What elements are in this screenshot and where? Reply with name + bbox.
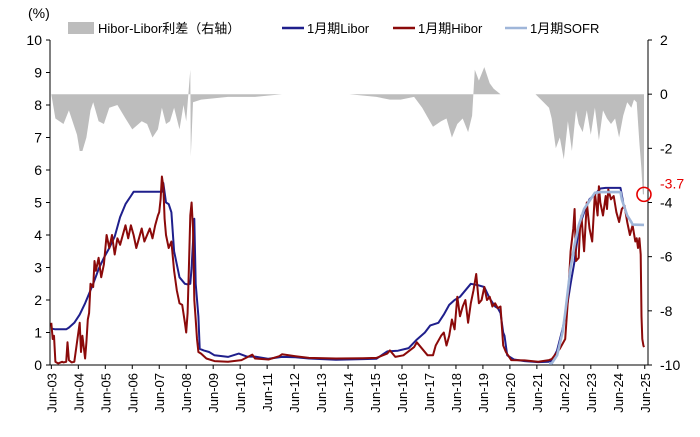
left-tick-label: 0: [34, 357, 42, 373]
left-tick-label: 8: [34, 97, 42, 113]
legend-item-spread: Hibor-Libor利差（右轴）: [68, 21, 240, 36]
right-tick-label: -8: [660, 303, 673, 319]
x-tick-label: Jun-05: [98, 373, 113, 413]
left-tick-label: 3: [34, 260, 42, 276]
x-tick-label: Jun-19: [476, 373, 491, 413]
series-libor-line: [51, 182, 625, 364]
x-tick-label: Jun-11: [260, 373, 275, 412]
x-tick-label: Jun-08: [179, 373, 194, 413]
left-tick-label: 9: [34, 65, 42, 81]
left-tick-label: 1: [34, 325, 42, 341]
annotation-label: -3.7: [660, 175, 684, 191]
y-unit-label: (%): [28, 5, 50, 21]
left-tick-label: 2: [34, 292, 42, 308]
x-tick-label: Jun-14: [341, 373, 356, 413]
series-hibor-line: [50, 175, 645, 365]
x-tick-label: Jun-07: [152, 373, 167, 413]
legend-label: 1月期Libor: [307, 21, 370, 36]
right-tick-label: -6: [660, 249, 673, 265]
x-tick-label: Jun-23: [584, 373, 599, 413]
x-tick-label: Jun-20: [503, 373, 518, 413]
right-tick-label: 2: [660, 32, 668, 48]
left-tick-label: 4: [34, 227, 42, 243]
right-tick-label: -4: [660, 195, 673, 211]
right-tick-label: 0: [660, 86, 668, 102]
legend-label: 1月期Hibor: [418, 21, 483, 36]
legend-label: 1月期SOFR: [530, 21, 599, 36]
x-tick-label: Jun-24: [611, 373, 626, 413]
legend-swatch: [68, 22, 94, 34]
x-tick-label: Jun-03: [44, 373, 59, 413]
x-tick-label: Jun-15: [368, 373, 383, 413]
left-tick-label: 5: [34, 195, 42, 211]
x-tick-label: Jun-21: [530, 373, 545, 413]
x-tick-label: Jun-04: [71, 373, 86, 413]
left-tick-label: 7: [34, 130, 42, 146]
x-tick-label: Jun-17: [422, 373, 437, 413]
x-tick-label: Jun-22: [557, 373, 572, 413]
x-tick-label: Jun-18: [449, 373, 464, 413]
annotation-circle: [636, 186, 652, 203]
right-tick-label: -2: [660, 140, 673, 156]
x-tick-label: Jun-16: [395, 373, 410, 413]
right-tick-label: -10: [660, 357, 680, 373]
x-tick-label: Jun-13: [314, 373, 329, 413]
x-tick-label: Jun-10: [233, 373, 248, 413]
legend-item-hibor: 1月期Hibor: [393, 21, 483, 36]
legend-label: Hibor-Libor利差（右轴）: [98, 21, 240, 36]
series-sofr-line: [549, 190, 645, 365]
legend: Hibor-Libor利差（右轴） 1月期Libor 1月期Hibor 1月期SOFR: [68, 21, 599, 36]
x-tick-label: Jun-09: [206, 373, 221, 413]
left-tick-label: 10: [26, 32, 42, 48]
legend-item-sofr: 1月期SOFR: [505, 21, 599, 36]
legend-item-libor: 1月期Libor: [282, 21, 370, 36]
x-tick-label: Jun-12: [287, 373, 302, 413]
x-tick-label: Jun-06: [125, 373, 140, 413]
left-tick-label: 6: [34, 162, 42, 178]
series-spread-area: [51, 67, 645, 195]
x-tick-label: Jun-25: [638, 373, 653, 413]
